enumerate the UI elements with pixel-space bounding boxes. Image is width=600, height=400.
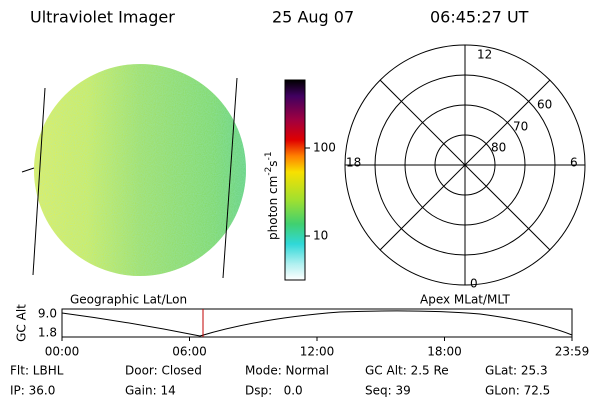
info-field: GC Alt: 2.5 Re xyxy=(365,364,449,378)
info-field: Flt: LBHL xyxy=(10,364,64,378)
mlt-label: 18 xyxy=(346,156,361,170)
lat-label: 70 xyxy=(513,120,528,134)
time-label: 18:00 xyxy=(427,345,462,359)
colorbar xyxy=(284,79,306,281)
info-field: Door: Closed xyxy=(125,364,202,378)
info-field: Dsp: 0.0 xyxy=(245,384,303,398)
globe-image xyxy=(21,64,246,279)
altitude-panel xyxy=(61,308,573,338)
time: 06:45:27 UT xyxy=(430,8,529,27)
time-label: 23:59 xyxy=(555,345,590,359)
panel-label: Geographic Lat/Lon xyxy=(70,293,187,307)
altitude-y-label: 1.8 xyxy=(38,326,57,340)
info-field: GLat: 25.3 xyxy=(485,364,548,378)
mlt-label: 6 xyxy=(570,156,578,170)
polar-grid xyxy=(344,44,586,286)
time-label: 12:00 xyxy=(300,345,335,359)
mlt-label: 12 xyxy=(477,48,492,62)
info-field: Seq: 39 xyxy=(365,384,411,398)
lat-label: 80 xyxy=(491,141,506,155)
info-field: GLon: 72.5 xyxy=(485,384,550,398)
time-label: 00:00 xyxy=(45,345,80,359)
info-field: Mode: Normal xyxy=(245,364,329,378)
date: 25 Aug 07 xyxy=(272,8,354,27)
lat-label: 60 xyxy=(537,98,552,112)
colorbar-tick-label: 10 xyxy=(313,229,328,243)
info-field: Gain: 14 xyxy=(125,384,176,398)
time-label: 06:00 xyxy=(172,345,207,359)
altitude-y-label: 9.0 xyxy=(38,307,57,321)
info-field: IP: 36.0 xyxy=(10,384,55,398)
colorbar-label: photon cm-2s-1 xyxy=(264,151,280,240)
instrument: Ultraviolet Imager xyxy=(30,8,175,27)
altitude-axis-label: GC Alt xyxy=(15,304,29,342)
panel-label: Apex MLat/MLT xyxy=(420,293,510,307)
mlt-label: 0 xyxy=(470,277,478,291)
colorbar-tick-label: 100 xyxy=(313,141,336,155)
